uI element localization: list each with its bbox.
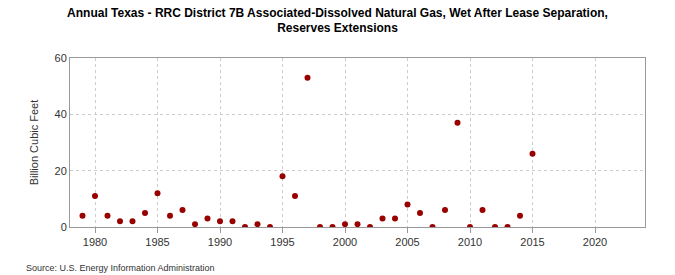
svg-text:1990: 1990 (208, 236, 232, 248)
svg-text:40: 40 (55, 108, 67, 120)
svg-text:1980: 1980 (83, 236, 107, 248)
svg-text:Billion Cubic Feet: Billion Cubic Feet (28, 100, 40, 186)
svg-text:0: 0 (61, 221, 67, 233)
svg-text:2020: 2020 (583, 236, 607, 248)
svg-text:Annual Texas - RRC District 7B: Annual Texas - RRC District 7B Associate… (67, 6, 608, 36)
svg-text:1985: 1985 (145, 236, 169, 248)
svg-text:20: 20 (55, 165, 67, 177)
svg-text:1995: 1995 (270, 236, 294, 248)
svg-text:60: 60 (55, 52, 67, 64)
svg-text:2015: 2015 (520, 236, 544, 248)
svg-text:2005: 2005 (395, 236, 419, 248)
svg-text:Source: U.S. Energy Informatio: Source: U.S. Energy Information Administ… (26, 263, 215, 273)
svg-text:2010: 2010 (458, 236, 482, 248)
svg-text:2000: 2000 (333, 236, 357, 248)
